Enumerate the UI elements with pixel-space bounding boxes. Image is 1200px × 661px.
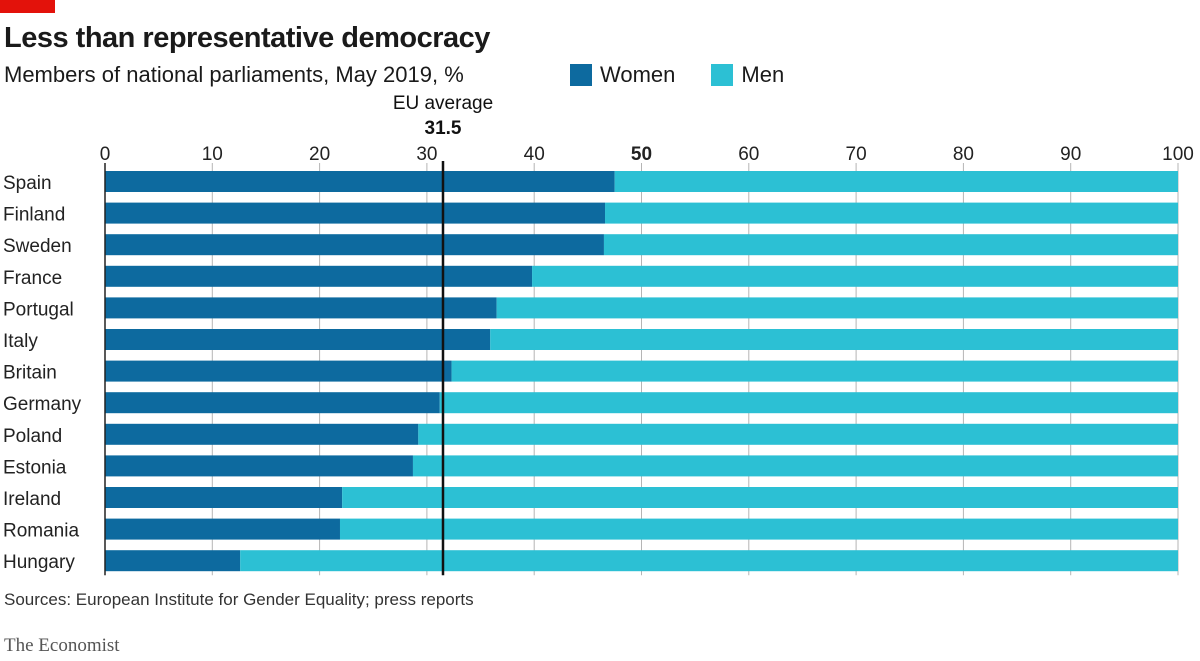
legend-label-women: Women [600,62,676,87]
bar-women-hungary [105,550,241,572]
category-label: Spain [3,173,52,194]
category-label: Italy [3,331,38,352]
bar-women-finland [105,202,606,224]
bar-men-germany [439,392,1178,414]
category-label: Britain [3,363,57,384]
bar-men-spain [614,171,1178,192]
bar-women-ireland [105,487,343,508]
bar-women-germany [105,392,440,414]
bar-men-portugal [496,297,1178,319]
category-label: Hungary [3,552,75,573]
bar-men-ireland [342,487,1178,508]
bar-women-sweden [105,234,604,256]
category-label: Germany [3,394,82,415]
x-tick-label: 90 [1060,144,1081,165]
x-tick-label: 60 [738,144,759,165]
x-tick-label: 20 [309,144,330,165]
source-note: Sources: European Institute for Gender E… [4,590,474,609]
bar-men-poland [418,423,1178,445]
bar-women-romania [105,518,340,540]
economist-logo: The Economist [4,635,120,656]
bar-women-france [105,265,533,287]
bar-men-hungary [240,550,1178,572]
legend-swatch-women [570,64,592,86]
category-label: Portugal [3,299,74,320]
bar-men-romania [339,518,1178,540]
x-tick-label: 30 [416,144,437,165]
x-tick-label: 70 [846,144,867,165]
bar-men-finland [605,202,1178,224]
legend-label-men: Men [741,62,785,87]
category-label: Romania [3,521,79,542]
category-label: Ireland [3,489,61,510]
bar-women-estonia [105,455,413,477]
x-tick-label: 80 [953,144,974,165]
x-tick-label: 50 [631,144,652,165]
bar-women-portugal [105,297,497,319]
x-tick-label: 0 [100,144,111,165]
category-label: Estonia [3,457,67,478]
legend: Women Men [570,62,820,88]
bar-women-britain [105,360,452,382]
chart-subtitle: Members of national parliaments, May 201… [4,62,464,87]
chart-title: Less than representative democracy [4,22,490,54]
legend-item-women: Women [570,62,675,88]
bar-men-sweden [603,234,1178,256]
x-tick-label: 10 [202,144,223,165]
bar-women-italy [105,329,491,350]
bar-men-france [532,265,1178,287]
category-label: Finland [3,205,65,226]
bar-men-estonia [412,455,1178,477]
bar-men-italy [490,329,1178,350]
bar-women-spain [105,171,615,192]
category-label: Poland [3,426,62,447]
category-label: France [3,268,62,289]
x-tick-label: 40 [524,144,545,165]
legend-item-men: Men [711,62,784,88]
eu-average-label: EU average [393,93,493,114]
bar-women-poland [105,423,419,445]
x-tick-label: 100 [1162,144,1194,165]
brand-red-bar [0,0,55,13]
bar-men-britain [451,360,1179,382]
category-label: Sweden [3,236,72,257]
eu-average-value: 31.5 [425,118,462,139]
legend-swatch-men [711,64,734,86]
